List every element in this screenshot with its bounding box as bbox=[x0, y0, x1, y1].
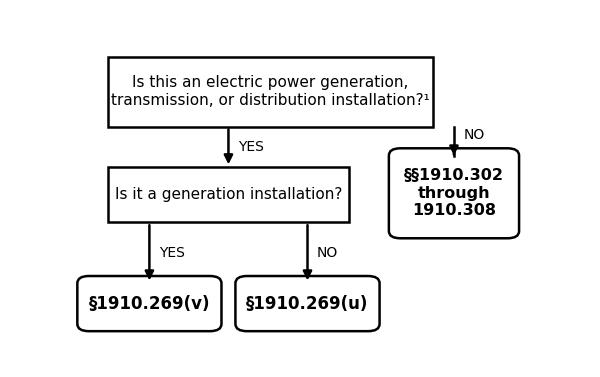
Text: NO: NO bbox=[463, 128, 485, 142]
Text: YES: YES bbox=[158, 246, 185, 260]
Text: NO: NO bbox=[317, 246, 338, 260]
FancyBboxPatch shape bbox=[389, 148, 519, 238]
FancyBboxPatch shape bbox=[77, 276, 221, 331]
FancyBboxPatch shape bbox=[107, 57, 433, 127]
FancyBboxPatch shape bbox=[107, 167, 349, 222]
Text: §1910.269(v): §1910.269(v) bbox=[89, 294, 210, 313]
Text: YES: YES bbox=[238, 140, 263, 154]
Text: §§1910.302
through
1910.308: §§1910.302 through 1910.308 bbox=[404, 169, 504, 218]
FancyBboxPatch shape bbox=[235, 276, 380, 331]
Text: §1910.269(u): §1910.269(u) bbox=[247, 294, 368, 313]
Text: Is it a generation installation?: Is it a generation installation? bbox=[115, 187, 342, 202]
Text: Is this an electric power generation,
transmission, or distribution installation: Is this an electric power generation, tr… bbox=[111, 75, 430, 108]
